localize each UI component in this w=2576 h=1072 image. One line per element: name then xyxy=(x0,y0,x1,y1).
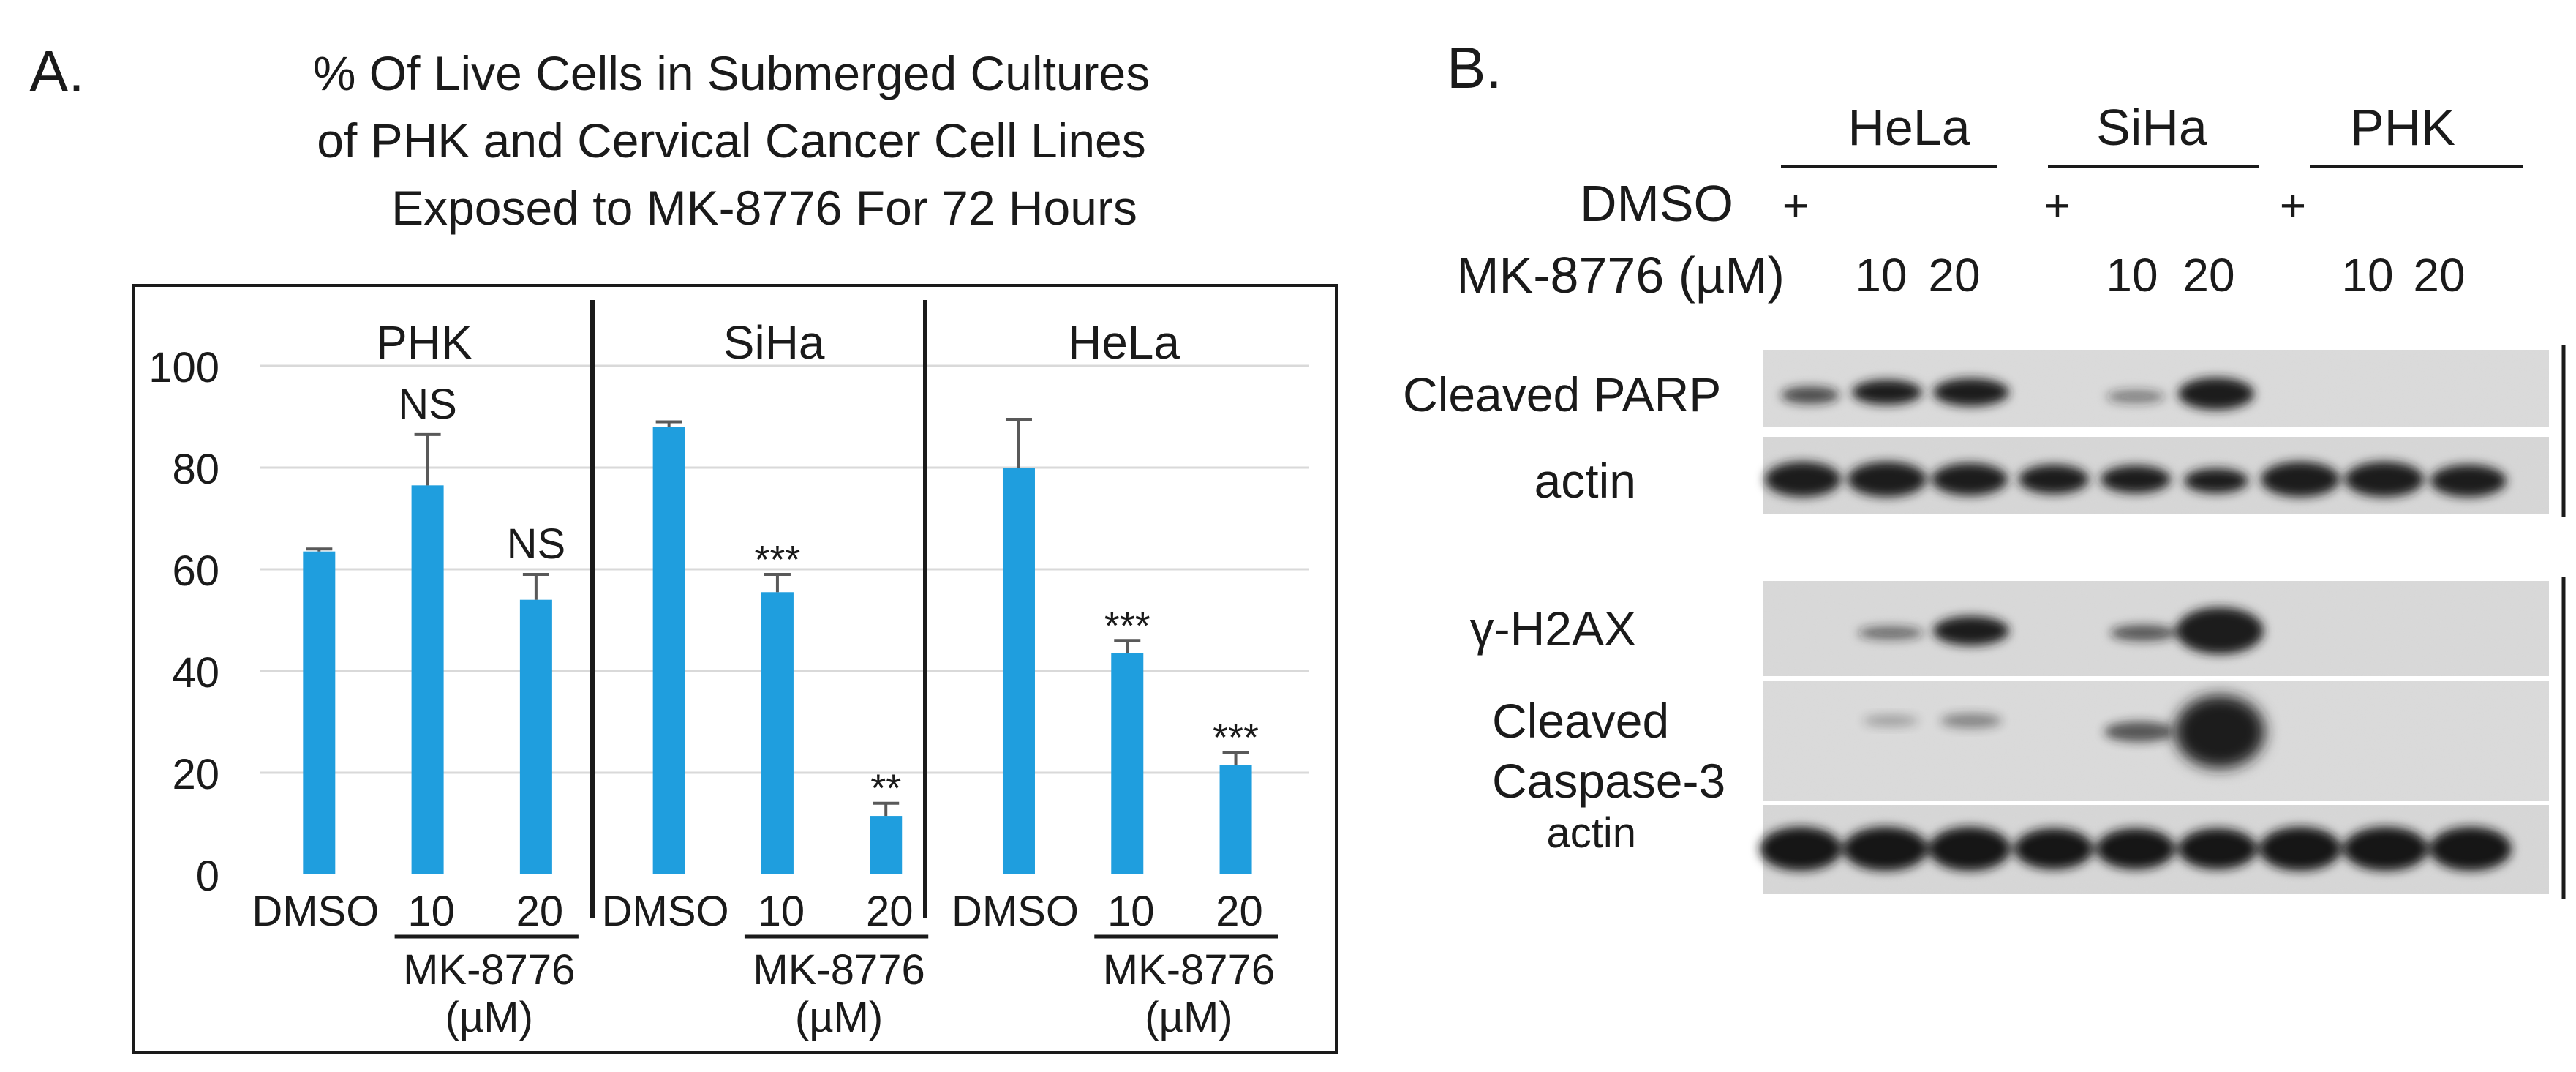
bar-hela-dmso xyxy=(1002,468,1035,874)
bar-siha-20 xyxy=(870,816,903,874)
blot-label-caspase-3: Caspase-3 xyxy=(1492,754,1725,808)
y-tick-label-100: 100 xyxy=(148,344,219,391)
bar-siha-10 xyxy=(761,592,794,874)
annotation-hela-1: *** xyxy=(1104,604,1150,648)
bar-phk-20 xyxy=(519,599,552,874)
blot-header-hela: HeLa xyxy=(1848,99,1970,156)
group-labels: PHK SiHa HeLa xyxy=(376,316,1180,369)
blot-header-siha: SiHa xyxy=(2096,99,2207,156)
panel-a: A. % Of Live Cells in Submerged Cultures… xyxy=(29,39,1338,1054)
dose-siha-20: 20 xyxy=(2183,249,2234,301)
chart-frame xyxy=(132,284,1338,1054)
panel-b-label: B. xyxy=(1447,35,1502,100)
group-dividers xyxy=(590,300,927,918)
y-tick-label-40: 40 xyxy=(172,649,219,697)
bar-hela-20 xyxy=(1219,765,1252,874)
blot-label-gamma-h2ax: γ-H2AX xyxy=(1470,601,1636,656)
dose-siha-10: 10 xyxy=(2106,249,2158,301)
blot-label-actin-2: actin xyxy=(1546,809,1636,857)
dmso-mark-siha: + xyxy=(2044,181,2071,231)
blot-label-cleaved: Cleaved xyxy=(1492,694,1669,748)
x-label-phk-10: 10 xyxy=(407,888,455,935)
dmso-mark-phk: + xyxy=(2280,181,2306,231)
bar-hela-10 xyxy=(1111,653,1144,874)
group-label-phk: PHK xyxy=(376,316,472,369)
annotation-phk-2: NS xyxy=(507,520,566,568)
blot-header-phk: PHK xyxy=(2350,99,2455,156)
group-label-siha: SiHa xyxy=(723,316,825,369)
x-label-phk-20: 20 xyxy=(516,888,564,935)
panel-b: B. HeLa SiHa PHK DMSO + + + MK-8776 (µM)… xyxy=(1403,35,2566,899)
blot-strip-cleaved-caspase-3 xyxy=(1763,681,2549,801)
treatment-row-label: MK-8776 (µM) xyxy=(1456,247,1785,304)
blot-label-cleaved-parp: Cleaved PARP xyxy=(1403,367,1721,421)
group-label-hela: HeLa xyxy=(1068,316,1180,369)
chart-title-line-2: of PHK and Cervical Cancer Cell Lines xyxy=(317,113,1146,168)
x-label-hela-20: 20 xyxy=(1216,888,1263,935)
y-tick-label-80: 80 xyxy=(172,446,219,493)
panel-a-label: A. xyxy=(29,39,85,104)
blot-label-actin-1: actin xyxy=(1534,454,1636,508)
y-axis: 0 20 40 60 80 100 xyxy=(148,344,219,900)
x-label-hela-dmso: DMSO xyxy=(952,888,1079,935)
blot-strip-gamma-h2ax xyxy=(1763,581,2549,676)
unit-label-phk: (µM) xyxy=(445,994,533,1041)
y-tick-label-0: 0 xyxy=(196,852,219,900)
bar-phk-dmso xyxy=(303,551,336,874)
x-label-hela-10: 10 xyxy=(1107,888,1155,935)
x-label-phk-dmso: DMSO xyxy=(252,888,379,935)
unit-label-hela: (µM) xyxy=(1145,994,1232,1041)
treatment-label-hela: MK-8776 xyxy=(1103,946,1275,994)
bar-siha-dmso xyxy=(652,427,685,874)
bar-phk-10 xyxy=(411,485,444,874)
dose-phk-10: 10 xyxy=(2341,249,2393,301)
dose-hela-10: 10 xyxy=(1855,249,1907,301)
x-label-siha-10: 10 xyxy=(758,888,805,935)
y-tick-label-20: 20 xyxy=(172,751,219,798)
x-label-siha-dmso: DMSO xyxy=(602,888,729,935)
error-bars xyxy=(306,417,1249,817)
annotation-hela-2: *** xyxy=(1213,716,1259,760)
chart-title-line-1: % Of Live Cells in Submerged Cultures xyxy=(313,46,1150,100)
bars xyxy=(303,427,1252,874)
annotation-siha-2: ** xyxy=(870,767,901,811)
treatment-label-phk: MK-8776 xyxy=(403,946,575,994)
treatment-label-siha: MK-8776 xyxy=(753,946,924,994)
dose-phk-20: 20 xyxy=(2413,249,2465,301)
blot-strip-actin-1 xyxy=(1763,437,2549,514)
dose-hela-20: 20 xyxy=(1928,249,1980,301)
x-label-siha-20: 20 xyxy=(866,888,914,935)
unit-label-siha: (µM) xyxy=(795,994,883,1041)
blot-strip-cleaved-parp xyxy=(1763,350,2549,427)
blot-strip-actin-2 xyxy=(1760,805,2549,894)
annotation-siha-1: *** xyxy=(754,538,800,582)
chart-title-line-3: Exposed to MK-8776 For 72 Hours xyxy=(391,181,1137,235)
dmso-row-label: DMSO xyxy=(1580,175,1733,232)
annotation-phk-1: NS xyxy=(398,381,457,428)
dmso-mark-hela: + xyxy=(1782,181,1809,231)
y-tick-label-60: 60 xyxy=(172,547,219,595)
